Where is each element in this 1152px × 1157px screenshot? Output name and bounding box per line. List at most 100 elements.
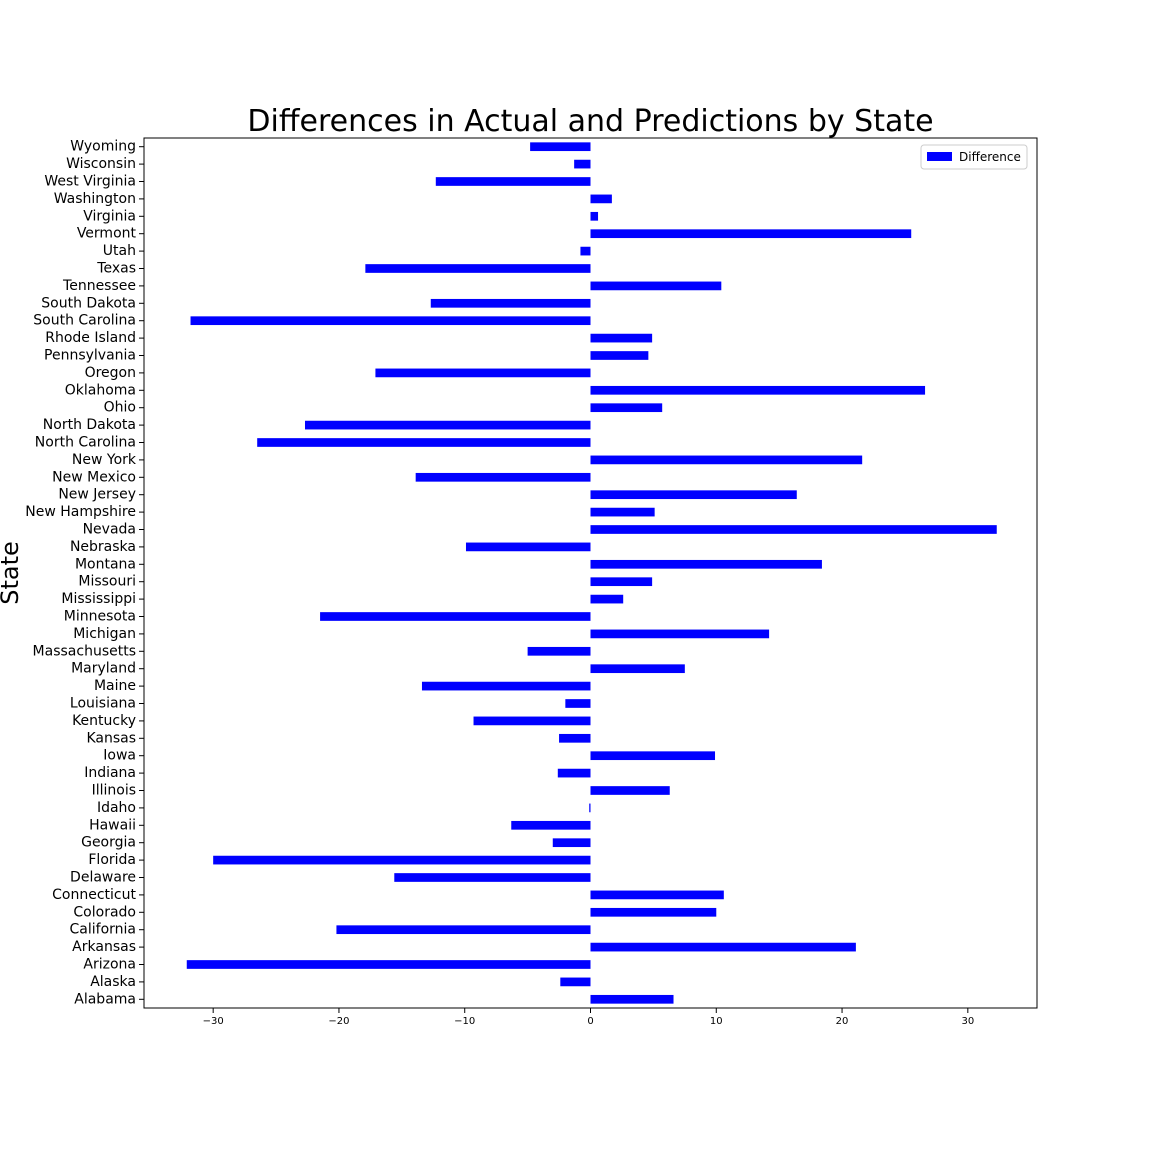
- y-tick-label: Hawaii: [89, 817, 136, 833]
- bar-mississippi: [590, 594, 624, 604]
- y-tick-label: Tennessee: [62, 278, 136, 294]
- bar-oklahoma: [590, 385, 926, 395]
- bar-alaska: [560, 977, 591, 987]
- y-tick-label: Florida: [88, 852, 136, 868]
- bar-north-dakota: [304, 420, 591, 430]
- y-tick-label: Maryland: [71, 661, 136, 677]
- y-tick-label: Nebraska: [70, 539, 136, 555]
- bar-massachusetts: [527, 646, 591, 656]
- bar-missouri: [590, 577, 653, 587]
- legend-box: [920, 144, 1028, 170]
- x-tick-label: −20: [328, 1016, 349, 1027]
- legend: Difference: [920, 144, 1028, 170]
- y-tick-label: Massachusetts: [33, 643, 136, 659]
- y-tick-label: Pennsylvania: [44, 348, 136, 364]
- y-tick-label: Virginia: [83, 208, 136, 224]
- y-tick-label: Delaware: [70, 870, 136, 886]
- x-tick-label: −30: [203, 1016, 224, 1027]
- bar-iowa: [590, 751, 716, 761]
- y-tick-label: Wyoming: [70, 139, 136, 155]
- y-tick-label: Illinois: [92, 783, 136, 799]
- bar-virginia: [590, 211, 599, 221]
- y-axis-label: State: [0, 541, 24, 605]
- y-tick-label: Texas: [96, 261, 136, 277]
- bar-west-virginia: [435, 177, 591, 186]
- bar-south-carolina: [190, 316, 591, 326]
- y-tick-label: Wisconsin: [66, 156, 136, 172]
- y-tick-label: Colorado: [73, 904, 136, 920]
- bar-washington: [590, 194, 612, 204]
- y-tick-label: Idaho: [97, 800, 136, 816]
- bar-wisconsin: [574, 159, 591, 169]
- bar-pennsylvania: [590, 351, 649, 360]
- bar-new-york: [590, 455, 863, 465]
- bar-colorado: [590, 907, 717, 917]
- bar-alabama: [590, 994, 674, 1004]
- bar-ohio: [590, 403, 663, 413]
- bar-new-jersey: [590, 490, 797, 500]
- x-tick-label: 20: [836, 1016, 849, 1027]
- bar-rhode-island: [590, 333, 653, 343]
- y-tick-label: West Virginia: [44, 174, 136, 190]
- y-tick-label: Maine: [94, 678, 136, 694]
- y-tick-label: North Dakota: [43, 417, 136, 433]
- y-tick-label: Connecticut: [52, 887, 136, 903]
- bar-arizona: [186, 960, 591, 969]
- x-tick-label: 10: [710, 1016, 723, 1027]
- bar-new-mexico: [415, 472, 591, 482]
- y-tick-label: South Carolina: [33, 313, 136, 329]
- y-tick-label: Vermont: [77, 226, 137, 242]
- bar-arkansas: [590, 942, 856, 952]
- y-tick-label: North Carolina: [35, 435, 136, 451]
- y-tick-label: Ohio: [104, 400, 136, 416]
- y-tick-label: Arizona: [83, 957, 136, 973]
- bar-nevada: [590, 525, 997, 534]
- y-tick-label: New Hampshire: [25, 504, 136, 520]
- bar-utah: [580, 246, 591, 256]
- bar-texas: [365, 264, 591, 273]
- bar-tennessee: [590, 281, 722, 291]
- bar-vermont: [590, 229, 912, 239]
- y-tick-label: Minnesota: [64, 609, 136, 625]
- bar-michigan: [590, 629, 770, 639]
- legend-swatch: [927, 152, 952, 161]
- bar-minnesota: [320, 612, 591, 621]
- y-tick-label: Kentucky: [72, 713, 136, 729]
- y-tick-label: Michigan: [73, 626, 136, 642]
- bar-maryland: [590, 664, 685, 674]
- bar-delaware: [394, 873, 591, 882]
- bar-georgia: [552, 838, 591, 848]
- bar-maine: [421, 681, 591, 691]
- bar-nebraska: [465, 542, 591, 552]
- bar-illinois: [590, 786, 670, 795]
- y-tick-label: Missouri: [78, 574, 136, 590]
- x-tick-label: −10: [454, 1016, 475, 1027]
- y-tick-label: Montana: [75, 556, 136, 572]
- bar-florida: [213, 855, 591, 865]
- y-tick-label: Oklahoma: [65, 382, 136, 398]
- y-tick-label: Utah: [103, 243, 136, 259]
- bar-hawaii: [511, 820, 591, 830]
- y-tick-label: Arkansas: [72, 939, 136, 955]
- bar-louisiana: [565, 699, 591, 708]
- bar-wyoming: [530, 142, 591, 152]
- y-tick-label: Georgia: [81, 835, 136, 851]
- bar-south-dakota: [430, 298, 591, 308]
- y-tick-label: Washington: [54, 191, 136, 207]
- bar-california: [336, 925, 591, 935]
- y-tick-label: South Dakota: [41, 295, 136, 311]
- y-tick-label: New York: [72, 452, 137, 468]
- y-tick-label: California: [70, 922, 136, 938]
- y-tick-label: Alabama: [74, 991, 136, 1007]
- bar-oregon: [375, 368, 591, 378]
- y-tick-label: Rhode Island: [45, 330, 136, 346]
- y-tick-label: Louisiana: [70, 696, 136, 712]
- y-tick-label: Alaska: [90, 974, 136, 990]
- y-tick-label: Iowa: [103, 748, 136, 764]
- x-tick-label: 30: [961, 1016, 974, 1027]
- y-tick-label: New Mexico: [52, 469, 136, 485]
- bar-north-carolina: [257, 438, 591, 447]
- y-tick-label: Kansas: [86, 730, 136, 746]
